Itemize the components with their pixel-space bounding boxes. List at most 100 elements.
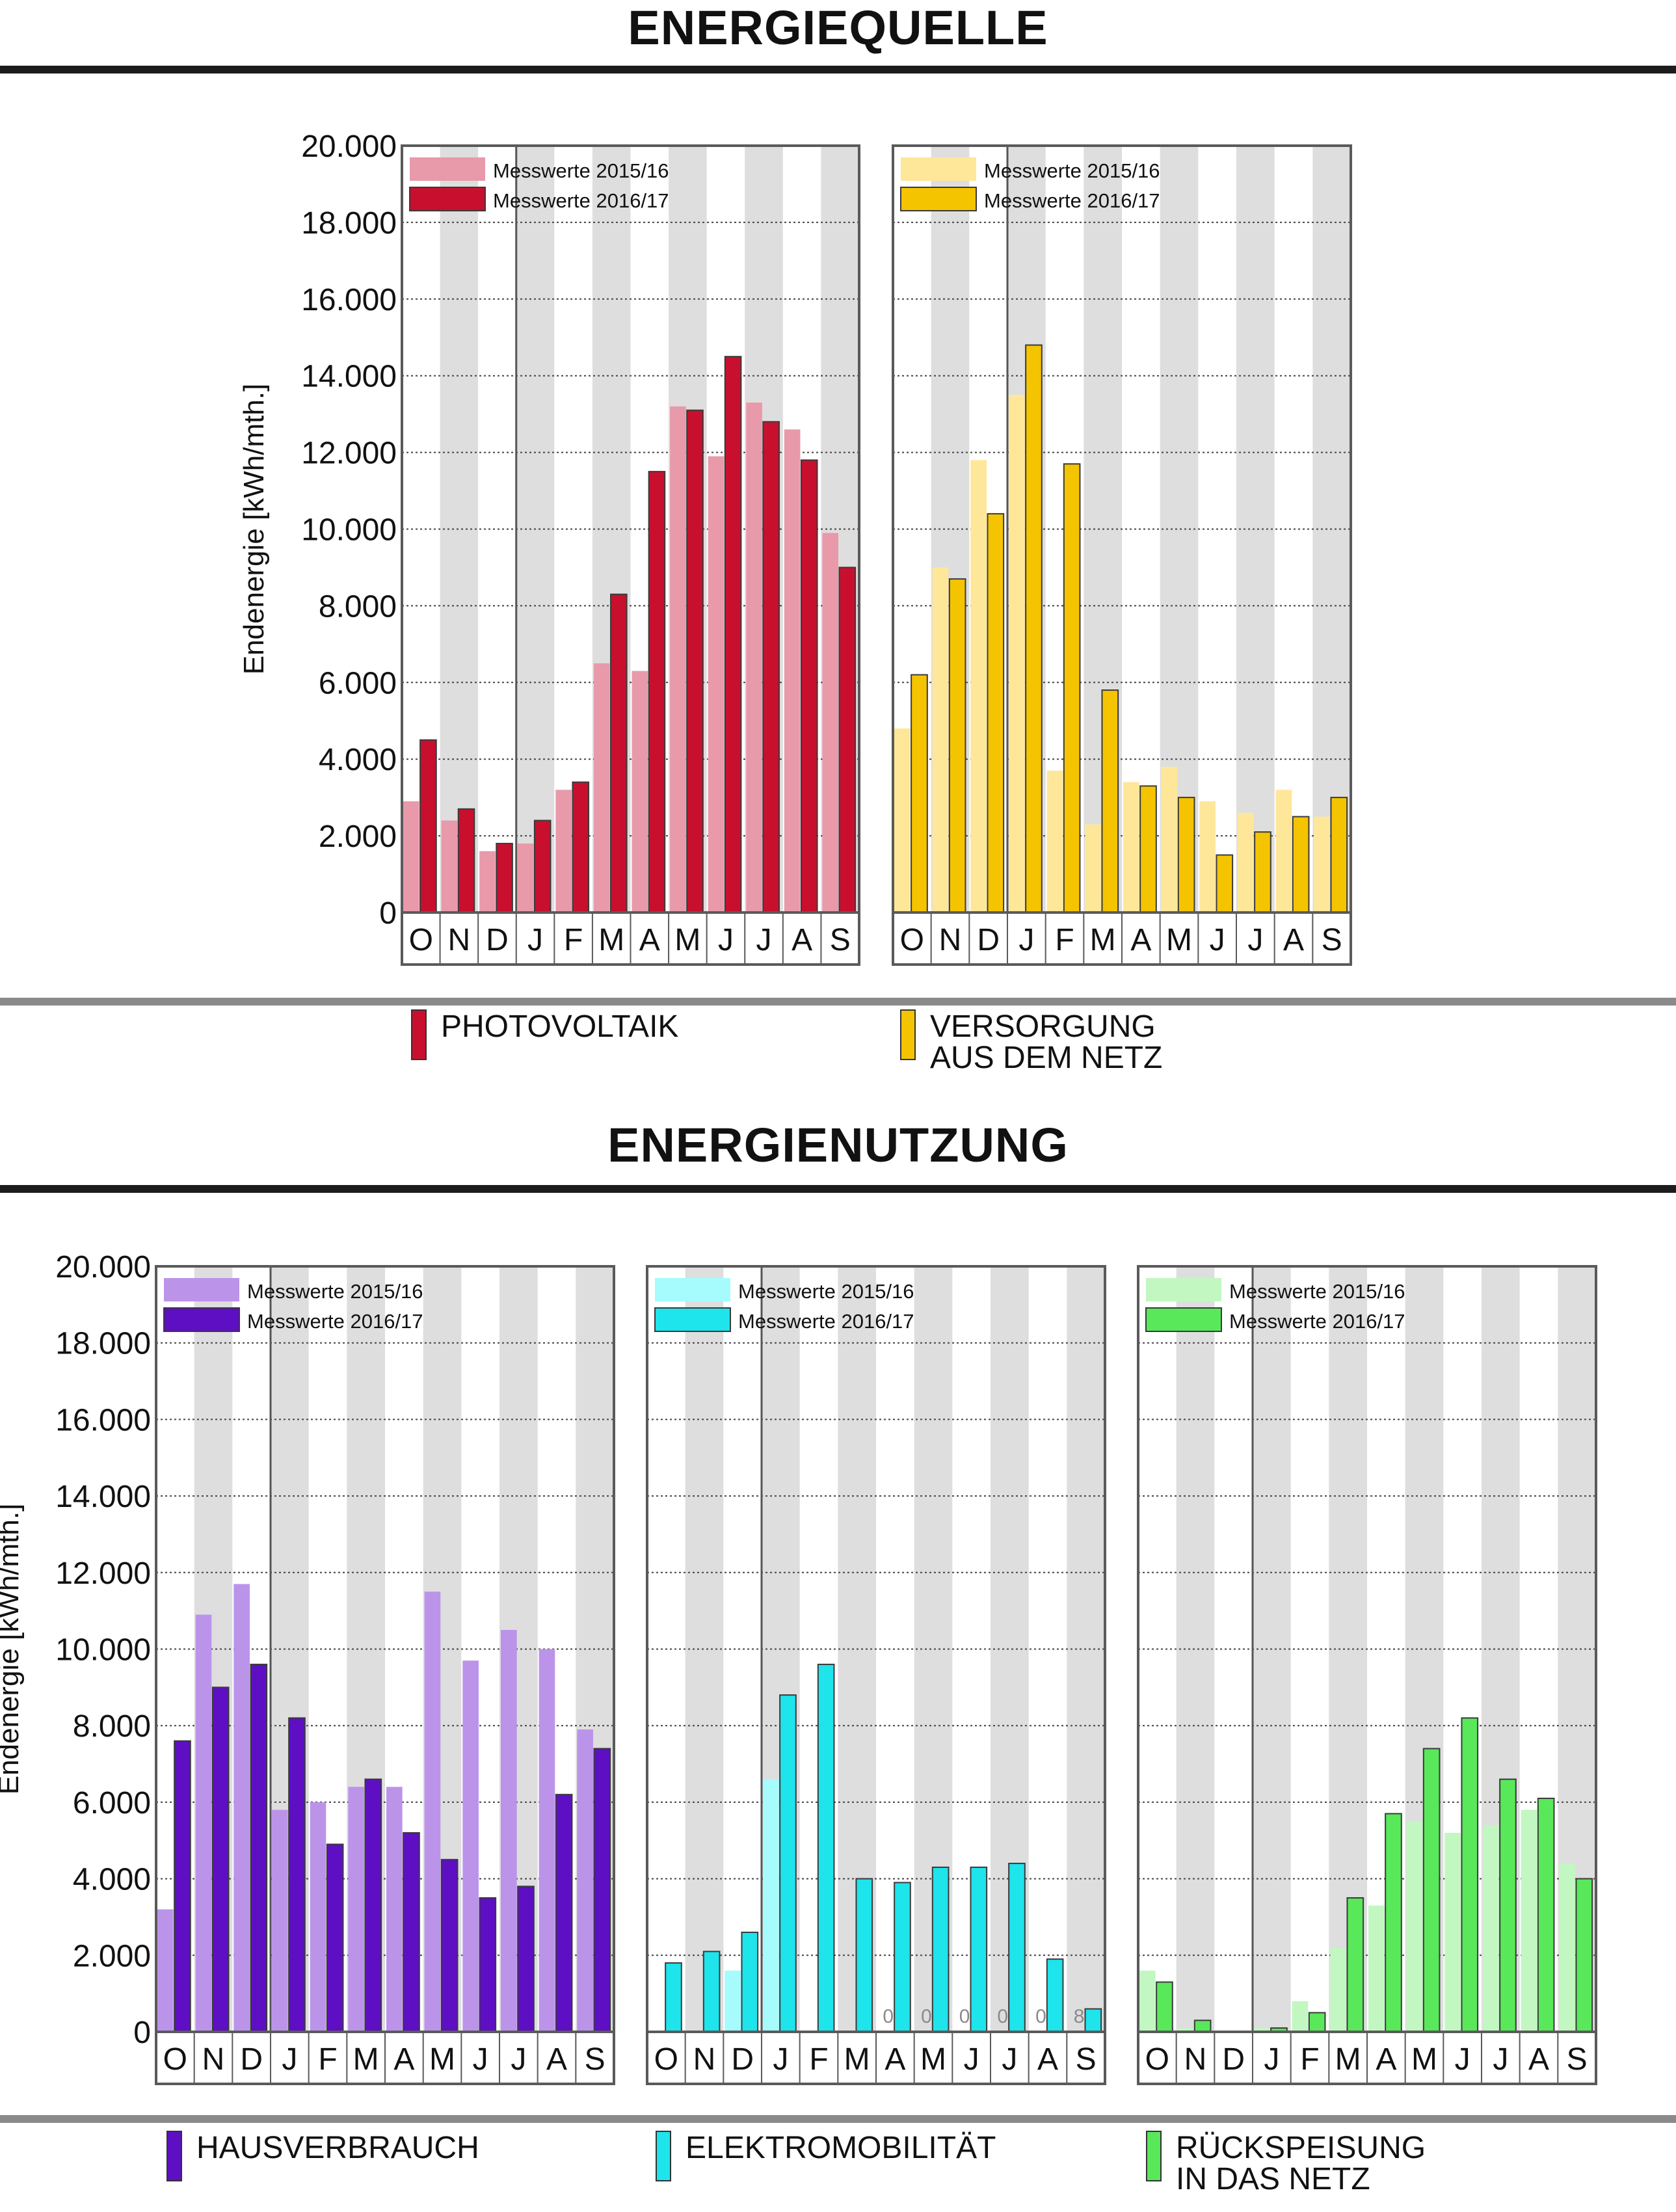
chart1-category-label: M xyxy=(674,923,700,957)
chart4-bar-2016-17 xyxy=(1046,1958,1064,2033)
chart2-category-label: A xyxy=(1130,923,1151,957)
chart4-category-label: M xyxy=(920,2042,946,2077)
legend-swatch-elektromobilitaet xyxy=(656,2131,671,2181)
chart2-category-label: S xyxy=(1322,923,1342,957)
chart2-bar-2015-16 xyxy=(1161,766,1178,913)
chart4-category-label: D xyxy=(731,2042,754,2077)
chart3-bar-2016-17 xyxy=(250,1664,268,2033)
chart2-bar-2015-16 xyxy=(1238,812,1254,913)
chart5-category-label: O xyxy=(1145,2042,1169,2077)
chart2-bar-2016-17 xyxy=(948,578,966,913)
chart1-bar-2015-16 xyxy=(555,790,572,913)
chart5-category-label: A xyxy=(1528,2042,1549,2077)
chart5-bar-2016-17 xyxy=(1193,2019,1212,2032)
chart1-bar-2016-17 xyxy=(686,409,704,913)
chart3-bar-2016-17 xyxy=(211,1686,230,2033)
chart4-category-label: J xyxy=(964,2042,979,2077)
chart4-category-label: F xyxy=(809,2042,828,2077)
chart1-bar-2016-17 xyxy=(419,739,437,913)
chart1-legend-swatch-2015-16 xyxy=(410,157,485,181)
chart4-category-label: O xyxy=(654,2042,678,2077)
chart1-bar-2016-17 xyxy=(572,781,590,913)
chart1-bar-2016-17 xyxy=(800,459,818,913)
chart1-bar-2015-16 xyxy=(632,671,648,913)
chart3-bar-2016-17 xyxy=(364,1778,382,2033)
chart1-bar-2016-17 xyxy=(838,566,857,913)
chart3-category-label: M xyxy=(353,2042,379,2077)
chart1-bar-2016-17 xyxy=(496,842,513,914)
chart3-bar-2016-17 xyxy=(288,1717,306,2032)
chart5-bar-2016-17 xyxy=(1308,2012,1326,2032)
chart4-data-label: 0 xyxy=(959,2006,970,2027)
chart1-category-label: S xyxy=(830,923,851,957)
chart2-category-label: F xyxy=(1055,923,1074,957)
chart3-legend-swatch-2016-17 xyxy=(163,1307,240,1332)
chart3-category-label: D xyxy=(240,2042,263,2077)
chart1-bar-2015-16 xyxy=(746,402,762,913)
chart3-category-label: A xyxy=(546,2042,567,2077)
chart5-category-label: M xyxy=(1411,2042,1437,2077)
chart2-bar-2016-17 xyxy=(1177,797,1195,914)
chart2-bar-2016-17 xyxy=(911,674,928,913)
chart3-bar-2016-17 xyxy=(593,1748,611,2032)
chart1-ytick-label: 14.000 xyxy=(301,360,397,394)
chart4-legend-label-2016-17: Messwerte 2016/17 xyxy=(738,1310,914,1333)
chart3-ytick-label: 18.000 xyxy=(55,1327,151,1361)
chart5-bar-2015-16 xyxy=(1483,1825,1499,2032)
chart3-bar-2015-16 xyxy=(157,1909,174,2032)
chart1-bar-2015-16 xyxy=(403,801,419,913)
chart2-stripe xyxy=(1236,146,1275,913)
chart5-bar-2016-17 xyxy=(1575,1878,1593,2033)
chart5-bar-2015-16 xyxy=(1521,1809,1537,2032)
chart1-bar-2016-17 xyxy=(762,421,780,913)
chart3-ytick-label: 2.000 xyxy=(73,1939,151,1973)
chart3-bar-2015-16 xyxy=(501,1630,517,2032)
chart1-category-label: J xyxy=(718,923,734,957)
chart5-bar-2015-16 xyxy=(1368,1905,1385,2032)
chart2-category-label: A xyxy=(1283,923,1304,957)
chart4-bar-2016-17 xyxy=(741,1931,759,2032)
legend-label-rueckspeisung: RÜCKSPEISUNG xyxy=(1176,2131,1426,2165)
chart2-category-label: M xyxy=(1166,923,1192,957)
chart1-bar-2015-16 xyxy=(593,663,610,913)
chart4-legend-label-2015-16: Messwerte 2015/16 xyxy=(738,1280,914,1303)
chart5-category-label: J xyxy=(1455,2042,1470,2077)
chart1-bar-2015-16 xyxy=(517,843,534,913)
chart2-legend-swatch-2015-16 xyxy=(901,157,976,181)
chart3-category-label: A xyxy=(393,2042,414,2077)
chart3-bar-2015-16 xyxy=(272,1809,288,2032)
chart5-bar-2015-16 xyxy=(1406,1821,1423,2032)
legend-label-versorgung-line2: AUS DEM NETZ xyxy=(930,1041,1163,1075)
chart3-bar-2016-17 xyxy=(479,1897,497,2032)
chart4-bar-2016-17 xyxy=(931,1866,950,2033)
chart1-bar-2015-16 xyxy=(479,851,496,913)
chart1-category-label: N xyxy=(448,923,471,957)
chart5-bar-2016-17 xyxy=(1537,1798,1555,2032)
chart3-legend-label-2016-17: Messwerte 2016/17 xyxy=(247,1310,423,1333)
chart1-legend-label-2015-16: Messwerte 2015/16 xyxy=(493,159,669,182)
chart2-bar-2015-16 xyxy=(1314,816,1330,913)
chart4-bar-2016-17 xyxy=(970,1866,988,2033)
chart1-category-label: O xyxy=(409,923,433,957)
chart1-bar-2015-16 xyxy=(708,456,725,913)
chart5-bar-2015-16 xyxy=(1559,1863,1575,2032)
chart1-ytick-label: 2.000 xyxy=(319,820,397,854)
chart2-bar-2016-17 xyxy=(1330,797,1348,914)
chart5-legend-swatch-2016-17 xyxy=(1145,1307,1222,1332)
chart4-category-label: S xyxy=(1076,2042,1097,2077)
legend-swatch-rueckspeisung xyxy=(1146,2131,1162,2181)
chart2-category-label: J xyxy=(1018,923,1034,957)
chart4-category-label: A xyxy=(885,2042,905,2077)
legend-swatch-photovoltaik xyxy=(411,1009,427,1060)
chart1-bar-2015-16 xyxy=(441,820,458,913)
chart5-category-label: S xyxy=(1567,2042,1588,2077)
chart3-category-label: N xyxy=(202,2042,225,2077)
chart2-bar-2015-16 xyxy=(1275,790,1292,913)
chart4-bar-2016-17 xyxy=(779,1694,797,2033)
chart1-ytick-label: 18.000 xyxy=(301,206,397,241)
chart2-category-label: D xyxy=(977,923,1000,957)
chart1-bar-2016-17 xyxy=(724,356,742,913)
chart2-bar-2016-17 xyxy=(1216,854,1234,913)
chart4-bar-2015-16 xyxy=(763,1779,779,2032)
chart2-bar-2015-16 xyxy=(970,460,987,913)
